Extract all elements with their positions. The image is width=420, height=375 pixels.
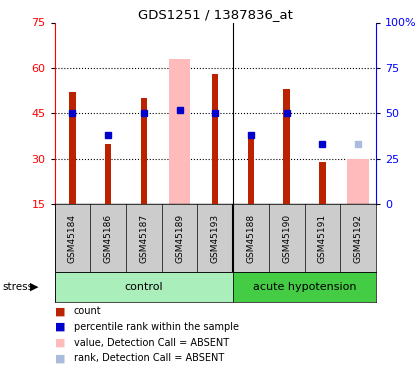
Bar [212, 74, 218, 204]
Text: ■: ■ [55, 322, 65, 332]
Text: value, Detection Call = ABSENT: value, Detection Call = ABSENT [74, 338, 228, 348]
Text: GSM45189: GSM45189 [175, 214, 184, 262]
Bar [55, 272, 233, 302]
Bar [319, 162, 326, 204]
Bar [141, 98, 147, 204]
Text: GSM45188: GSM45188 [247, 214, 255, 262]
Text: GSM45187: GSM45187 [139, 214, 148, 262]
Text: ■: ■ [55, 338, 65, 348]
Bar [284, 89, 290, 204]
Text: percentile rank within the sample: percentile rank within the sample [74, 322, 239, 332]
Bar [105, 144, 111, 204]
Text: GSM45192: GSM45192 [354, 214, 362, 262]
Text: ■: ■ [55, 354, 65, 363]
Bar [69, 92, 76, 204]
Bar [233, 272, 376, 302]
Text: stress: stress [2, 282, 33, 292]
Text: ■: ■ [55, 306, 65, 316]
Text: GSM45186: GSM45186 [104, 214, 113, 262]
Text: control: control [125, 282, 163, 292]
Text: count: count [74, 306, 101, 316]
Bar [347, 159, 369, 204]
Title: GDS1251 / 1387836_at: GDS1251 / 1387836_at [138, 8, 293, 21]
Bar [169, 59, 190, 204]
Text: GSM45184: GSM45184 [68, 214, 77, 262]
Text: GSM45193: GSM45193 [211, 214, 220, 262]
Text: GSM45190: GSM45190 [282, 214, 291, 262]
Text: rank, Detection Call = ABSENT: rank, Detection Call = ABSENT [74, 354, 224, 363]
Text: acute hypotension: acute hypotension [253, 282, 356, 292]
Text: ▶: ▶ [30, 282, 39, 292]
Text: GSM45191: GSM45191 [318, 214, 327, 262]
Bar [248, 135, 254, 204]
